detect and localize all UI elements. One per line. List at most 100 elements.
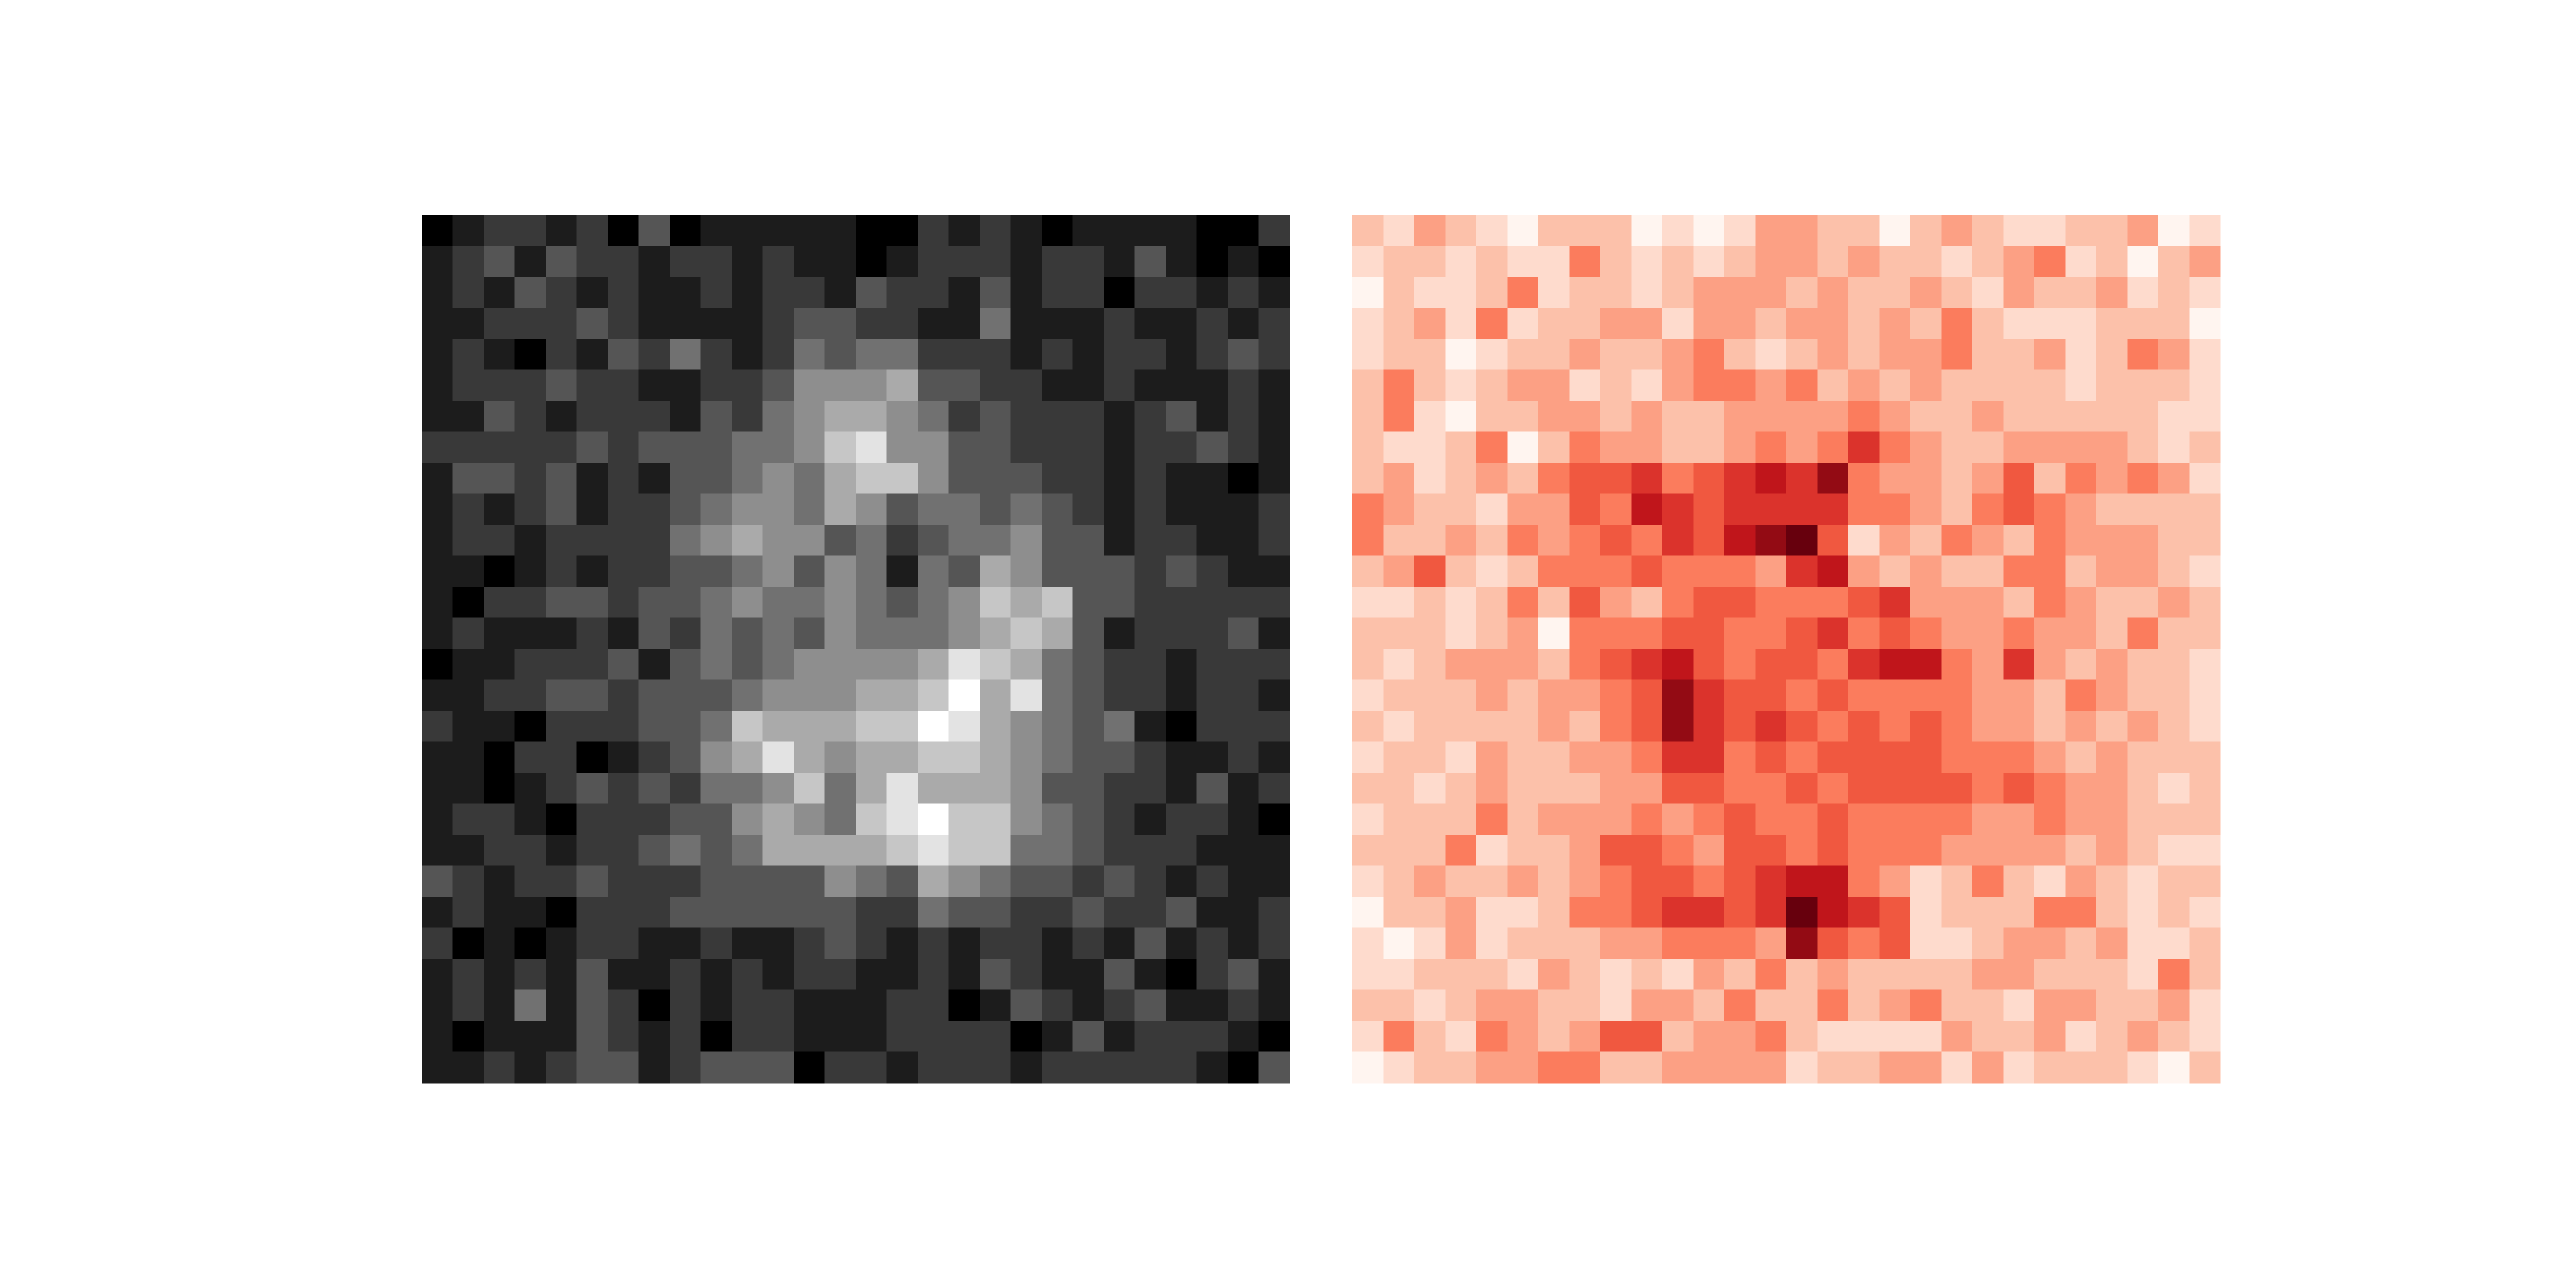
cell (856, 679, 888, 712)
cell (1786, 339, 1818, 371)
cell (732, 617, 764, 650)
cell (1569, 339, 1601, 371)
cell (856, 741, 888, 774)
cell (1879, 215, 1911, 247)
cell (794, 897, 826, 929)
cell (1134, 339, 1166, 371)
cell (1414, 401, 1447, 433)
cell (576, 803, 609, 836)
cell (1414, 215, 1447, 247)
cell (1941, 369, 1973, 402)
cell (2158, 741, 2190, 774)
cell (1104, 246, 1136, 278)
cell (1755, 897, 1787, 929)
cell (1476, 773, 1509, 805)
cell (1196, 525, 1228, 557)
cell (856, 555, 888, 588)
cell (1786, 1021, 1818, 1053)
cell (1134, 1051, 1166, 1084)
cell (1910, 246, 1942, 278)
cell (948, 803, 980, 836)
cell (856, 927, 888, 960)
cell (948, 897, 980, 929)
cell (1817, 897, 1849, 929)
cell (1507, 369, 1539, 402)
cell (2127, 803, 2159, 836)
cell (2158, 835, 2190, 867)
cell (1662, 339, 1695, 371)
cell (2065, 401, 2097, 433)
cell (886, 741, 919, 774)
cell (886, 927, 919, 960)
cell (1134, 308, 1166, 340)
cell (2189, 711, 2221, 743)
cell (546, 617, 578, 650)
cell (484, 741, 516, 774)
cell (514, 679, 547, 712)
cell (1755, 1021, 1787, 1053)
cell (422, 369, 454, 402)
cell (1476, 431, 1509, 464)
cell (1848, 339, 1880, 371)
cell (670, 339, 702, 371)
cell (452, 679, 485, 712)
cell (1352, 369, 1385, 402)
cell (1258, 463, 1290, 495)
cell (2096, 401, 2128, 433)
cell (1414, 741, 1447, 774)
cell (918, 369, 950, 402)
cell (670, 649, 702, 681)
cell (700, 1051, 733, 1084)
cell (1538, 308, 1571, 340)
cell (1134, 246, 1166, 278)
cell (824, 773, 857, 805)
cell (2003, 897, 2035, 929)
cell (608, 803, 640, 836)
cell (1352, 555, 1385, 588)
cell (2034, 215, 2066, 247)
cell (1693, 369, 1725, 402)
cell (980, 431, 1012, 464)
cell (1196, 773, 1228, 805)
cell (1693, 401, 1725, 433)
cell (2003, 959, 2035, 991)
cell (1445, 989, 1477, 1022)
cell (452, 741, 485, 774)
cell (794, 679, 826, 712)
cell (1072, 555, 1104, 588)
cell (824, 1021, 857, 1053)
cell (1569, 835, 1601, 867)
cell (2034, 989, 2066, 1022)
cell (1042, 369, 1074, 402)
cell (1817, 989, 1849, 1022)
cell (638, 587, 671, 619)
cell (732, 773, 764, 805)
cell (1196, 401, 1228, 433)
cell (608, 679, 640, 712)
cell (732, 835, 764, 867)
cell (824, 431, 857, 464)
cell (1786, 587, 1818, 619)
cell (1476, 679, 1509, 712)
cell (1445, 277, 1477, 309)
cell (1104, 587, 1136, 619)
cell (2127, 1051, 2159, 1084)
cell (2189, 493, 2221, 526)
cell (1476, 711, 1509, 743)
cell (1383, 246, 1415, 278)
cell (1786, 959, 1818, 991)
cell (638, 431, 671, 464)
cell (1445, 897, 1477, 929)
cell (2127, 525, 2159, 557)
cell (762, 277, 795, 309)
cell (1941, 277, 1973, 309)
cell (794, 835, 826, 867)
cell (1228, 463, 1260, 495)
cell (1072, 741, 1104, 774)
cell (1166, 555, 1198, 588)
cell (2127, 865, 2159, 898)
cell (1258, 493, 1290, 526)
cell (980, 339, 1012, 371)
cell (2065, 679, 2097, 712)
cell (1972, 1051, 2004, 1084)
